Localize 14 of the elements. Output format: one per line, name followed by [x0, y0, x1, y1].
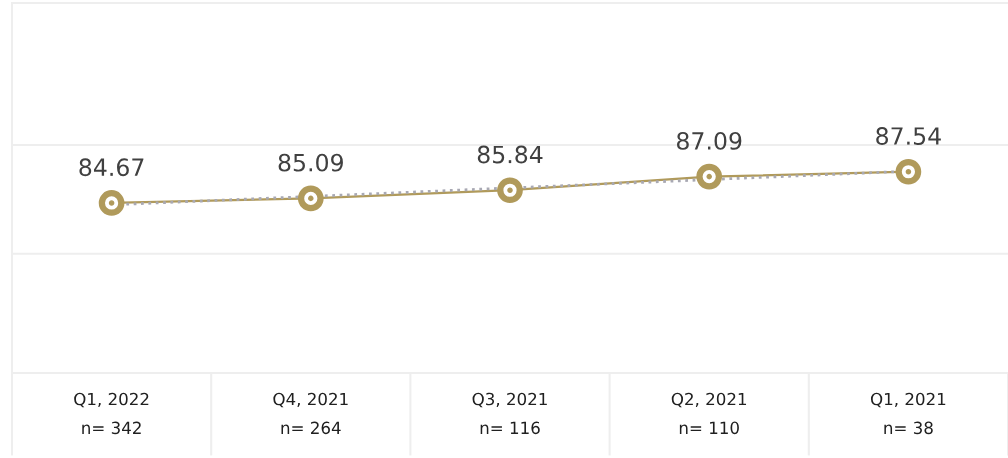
point — [696, 163, 723, 190]
x-tick-label: Q2, 2021 n= 110 — [671, 392, 747, 435]
x-tick-label: Q4, 2021 n= 264 — [273, 392, 348, 435]
data-label: 87.54 — [876, 127, 941, 145]
x-tick-label: Q1, 2022 n= 342 — [74, 392, 149, 435]
data-label: 84.67 — [79, 158, 144, 177]
point — [98, 190, 125, 216]
point — [497, 177, 523, 204]
data-label: 85.09 — [278, 153, 343, 172]
point — [297, 185, 324, 212]
data-label: 85.84 — [477, 145, 543, 164]
x-tick-label: Q3, 2021 n= 116 — [472, 392, 547, 435]
data-label: 87.09 — [677, 131, 742, 150]
x-tick-label: Q1, 2021 n= 38 — [870, 392, 946, 435]
